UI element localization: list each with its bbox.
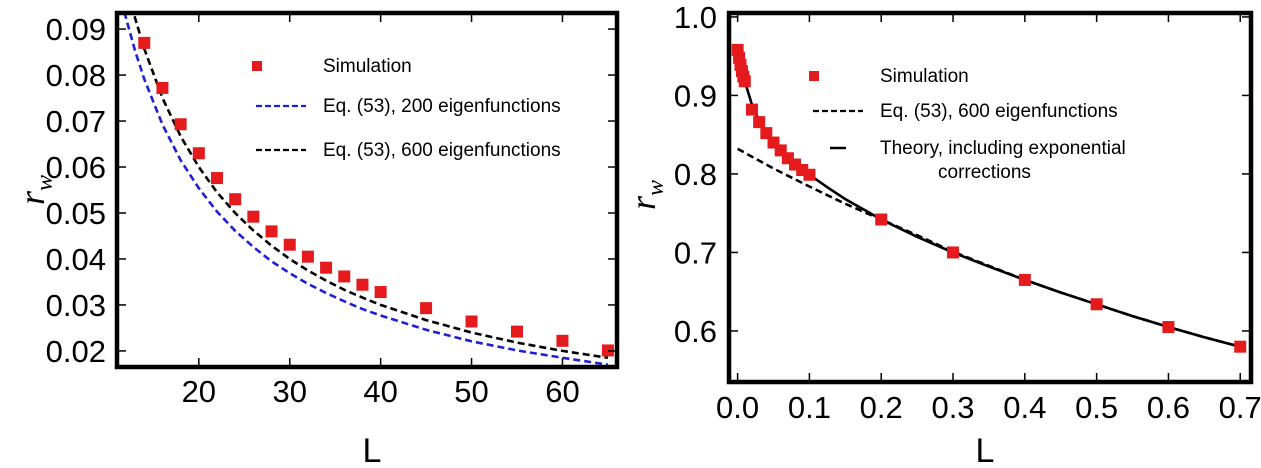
data-point bbox=[511, 325, 523, 338]
data-point bbox=[745, 103, 758, 116]
data-point bbox=[338, 270, 351, 283]
data-point bbox=[1162, 321, 1175, 334]
data-point bbox=[156, 81, 169, 94]
legend: Simulation Eq. (53), 600 eigenfunctions Th… bbox=[809, 66, 1126, 183]
y-tick-label: 0.02 bbox=[46, 334, 106, 369]
x-tick-label: 0.0 bbox=[716, 390, 759, 425]
chart-2: 0.0 0.1 0.2 0.3 0.4 0.5 0.6 0.7 0.6 0.7 0.8 0.9 1.0 L… bbox=[623, 0, 1261, 468]
y-tick-label: 1.0 bbox=[674, 0, 717, 35]
data-point bbox=[803, 168, 816, 181]
y-tick-label: 0.06 bbox=[46, 150, 106, 185]
y-tick-label: 0.07 bbox=[46, 104, 106, 139]
x-tick-label: 40 bbox=[363, 374, 397, 409]
y-tick-label: 0.7 bbox=[674, 235, 717, 270]
y-tick-label: 0.05 bbox=[46, 196, 106, 231]
y-tick-label: 0.04 bbox=[46, 242, 106, 277]
y-axis-title: rw bbox=[623, 180, 669, 210]
x-tick-label: 0.4 bbox=[1003, 390, 1046, 425]
x-tick-label: 20 bbox=[182, 374, 216, 409]
series-line-3 bbox=[736, 49, 1241, 348]
data-point bbox=[465, 315, 478, 328]
legend-marker bbox=[809, 71, 819, 81]
x-tick-label: 0.5 bbox=[1075, 390, 1118, 425]
data-point bbox=[138, 36, 151, 49]
x-axis-title: L bbox=[363, 432, 382, 468]
x-tick-label: 0.3 bbox=[931, 390, 974, 425]
data-point bbox=[420, 302, 433, 315]
data-point bbox=[947, 246, 960, 259]
x-tick-label: 0.1 bbox=[788, 390, 831, 425]
y-tick-label: 0.03 bbox=[46, 288, 106, 323]
data-point bbox=[192, 147, 205, 160]
data-point bbox=[211, 172, 223, 185]
plot-area bbox=[123, 13, 614, 366]
plot-area bbox=[731, 43, 1247, 353]
legend-label: Eq. (53), 600 eigenfunctions bbox=[323, 140, 561, 161]
x-tick-label: 50 bbox=[454, 374, 488, 409]
data-point bbox=[738, 75, 751, 88]
legend-label: Theory, including exponential corrections bbox=[880, 138, 1126, 183]
data-point bbox=[556, 334, 569, 347]
x-tick-label: 0.2 bbox=[860, 390, 903, 425]
data-point bbox=[734, 58, 747, 71]
chart-1: 20 30 40 50 60 0.02 0.03 0.04 0.05 0.06 0.07 0.08 0.… bbox=[12, 10, 620, 468]
data-point bbox=[283, 238, 296, 251]
data-point bbox=[229, 193, 242, 206]
data-point bbox=[247, 210, 260, 223]
legend: Simulation Eq. (53), 200 eigenfunctions Eq… bbox=[252, 56, 561, 161]
data-point bbox=[301, 250, 314, 263]
data-point bbox=[356, 278, 369, 291]
data-point bbox=[753, 116, 766, 129]
y-tick-label: 0.09 bbox=[46, 12, 106, 47]
data-point bbox=[374, 286, 387, 299]
data-point bbox=[760, 127, 773, 140]
y-axis-title: rw bbox=[12, 175, 58, 205]
plot-frame bbox=[726, 10, 1254, 385]
data-point bbox=[320, 261, 333, 274]
x-tick-label: 60 bbox=[545, 374, 579, 409]
series-line-2 bbox=[123, 13, 609, 366]
legend-marker bbox=[252, 61, 262, 71]
series-line-3 bbox=[132, 13, 609, 360]
y-tick-label: 0.08 bbox=[46, 58, 106, 93]
legend-label: Eq. (53), 200 eigenfunctions bbox=[323, 96, 561, 117]
data-point bbox=[875, 213, 888, 226]
legend-label: Simulation bbox=[323, 56, 412, 77]
data-point bbox=[1234, 340, 1247, 353]
plot-frame bbox=[114, 10, 620, 370]
data-point bbox=[1018, 273, 1031, 286]
data-point bbox=[265, 225, 278, 238]
x-tick-label: 0.6 bbox=[1147, 390, 1190, 425]
y-tick-label: 0.6 bbox=[674, 314, 717, 349]
legend-label: Eq. (53), 600 eigenfunctions bbox=[880, 101, 1118, 122]
data-point bbox=[1090, 298, 1103, 311]
y-tick-label: 0.8 bbox=[674, 157, 717, 192]
x-tick-label: 30 bbox=[272, 374, 306, 409]
y-tick-label: 0.9 bbox=[674, 78, 717, 113]
legend-label: Simulation bbox=[880, 66, 969, 87]
x-tick-label: 0.7 bbox=[1219, 390, 1261, 425]
x-axis-title: L bbox=[976, 432, 995, 468]
data-point bbox=[601, 344, 614, 357]
data-point bbox=[174, 118, 187, 131]
